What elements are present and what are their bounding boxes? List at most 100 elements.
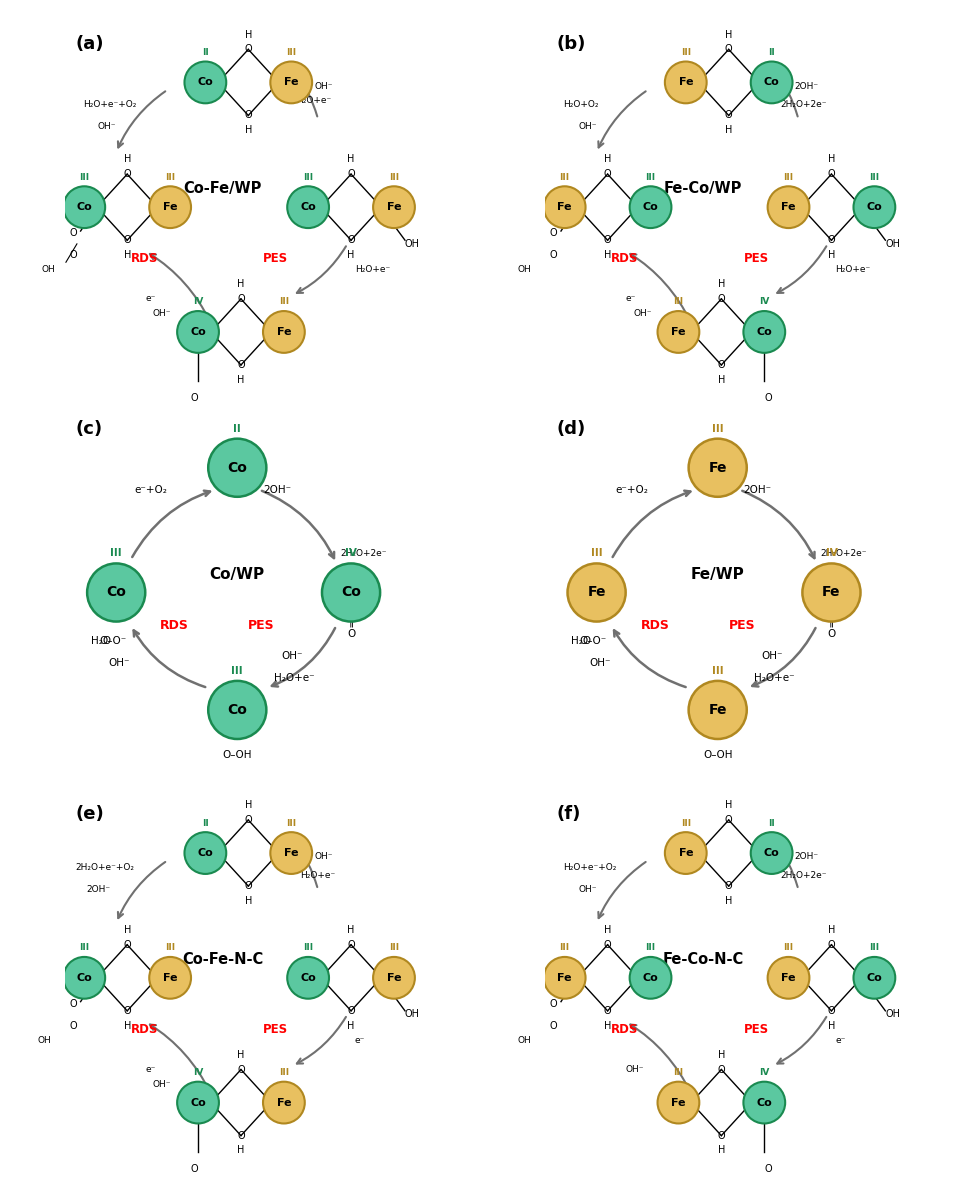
Text: H: H: [725, 30, 733, 39]
Text: III: III: [110, 549, 122, 558]
Text: III: III: [712, 424, 724, 434]
Text: H: H: [348, 250, 355, 260]
Text: 2OH⁻: 2OH⁻: [743, 486, 772, 495]
Text: OH⁻: OH⁻: [762, 651, 784, 660]
Ellipse shape: [802, 563, 861, 622]
Text: e⁻: e⁻: [355, 1036, 365, 1045]
Text: H: H: [348, 925, 355, 935]
Text: O: O: [347, 235, 355, 245]
Text: e⁻: e⁻: [146, 294, 156, 303]
Text: OH⁻: OH⁻: [98, 122, 116, 132]
Text: III: III: [303, 173, 314, 181]
Text: H₂O: H₂O: [571, 636, 591, 646]
Text: OH: OH: [37, 1036, 51, 1045]
Text: Fe: Fe: [284, 848, 299, 858]
Text: Co: Co: [76, 203, 92, 212]
Text: OH: OH: [405, 1010, 420, 1019]
Ellipse shape: [263, 1082, 305, 1123]
Text: RDS: RDS: [641, 620, 669, 632]
Text: III: III: [712, 666, 724, 675]
Text: Fe: Fe: [678, 848, 693, 858]
Text: III: III: [591, 549, 603, 558]
Text: 2OH⁻: 2OH⁻: [794, 82, 819, 90]
Ellipse shape: [768, 957, 809, 999]
Ellipse shape: [658, 1082, 700, 1123]
Text: O–O⁻: O–O⁻: [99, 636, 126, 646]
Text: IV: IV: [759, 1068, 770, 1077]
Text: O: O: [828, 169, 835, 179]
Text: O: O: [550, 250, 557, 260]
Ellipse shape: [263, 312, 305, 353]
Text: IV: IV: [826, 549, 837, 558]
Text: II: II: [768, 47, 775, 57]
Text: O–OH: O–OH: [702, 750, 733, 760]
Text: e⁻: e⁻: [835, 1036, 845, 1045]
Text: H: H: [244, 896, 252, 907]
Ellipse shape: [271, 62, 312, 103]
Text: 2H₂O+2e⁻: 2H₂O+2e⁻: [780, 871, 827, 879]
Text: 2H₂O+2e⁻: 2H₂O+2e⁻: [780, 100, 827, 109]
Text: Fe: Fe: [558, 973, 572, 982]
Ellipse shape: [87, 563, 146, 622]
Ellipse shape: [768, 186, 809, 228]
Text: OH: OH: [41, 265, 55, 274]
Text: (c): (c): [76, 419, 103, 438]
Text: e⁻+O₂: e⁻+O₂: [615, 486, 648, 495]
Text: O: O: [123, 940, 131, 950]
Ellipse shape: [185, 62, 227, 103]
Text: H₂O+e⁻: H₂O+e⁻: [754, 673, 795, 683]
Ellipse shape: [544, 957, 585, 999]
Ellipse shape: [271, 832, 312, 873]
Text: II: II: [202, 47, 209, 57]
Text: III: III: [389, 173, 399, 181]
Text: H₂O+e⁻: H₂O+e⁻: [835, 265, 871, 274]
Ellipse shape: [665, 832, 706, 873]
Ellipse shape: [743, 1082, 786, 1123]
Text: Co: Co: [197, 77, 213, 88]
Text: III: III: [232, 666, 243, 675]
Text: H: H: [718, 374, 725, 385]
Text: Co: Co: [197, 848, 213, 858]
Text: O: O: [604, 1006, 612, 1016]
Text: Fe: Fe: [708, 703, 727, 717]
Ellipse shape: [658, 312, 700, 353]
Text: O: O: [347, 1006, 355, 1016]
Text: H₂O+e⁻+O₂: H₂O+e⁻+O₂: [564, 863, 616, 872]
Ellipse shape: [629, 957, 671, 999]
Text: H: H: [828, 925, 835, 935]
Text: III: III: [278, 1068, 289, 1077]
Text: e⁻: e⁻: [146, 1065, 156, 1074]
Text: PES: PES: [743, 1023, 769, 1036]
Text: Co: Co: [341, 585, 361, 600]
Text: H₂O+e⁻: H₂O+e⁻: [355, 265, 390, 274]
Text: Co: Co: [228, 461, 247, 475]
Text: H: H: [725, 896, 733, 907]
Text: OH: OH: [518, 1036, 531, 1045]
Text: O: O: [191, 1164, 198, 1173]
Text: O: O: [604, 169, 612, 179]
Text: 2H₂O+2e⁻: 2H₂O+2e⁻: [821, 549, 867, 558]
Text: Co: Co: [867, 973, 882, 982]
Text: Fe: Fe: [708, 461, 727, 475]
Text: H: H: [348, 154, 355, 165]
Text: (e): (e): [76, 806, 105, 824]
Text: OH⁻: OH⁻: [626, 1065, 645, 1074]
Text: H: H: [604, 1020, 612, 1031]
Text: e⁻: e⁻: [626, 294, 636, 303]
Text: Co: Co: [764, 848, 780, 858]
Text: PES: PES: [263, 252, 288, 265]
Text: e⁻+O₂: e⁻+O₂: [135, 486, 167, 495]
Text: O: O: [550, 999, 557, 1008]
Text: Co/WP: Co/WP: [210, 566, 265, 582]
Text: Co: Co: [106, 585, 126, 600]
Text: Fe: Fe: [558, 203, 572, 212]
Text: H: H: [237, 278, 244, 289]
Text: Co: Co: [756, 1097, 772, 1108]
Text: OH: OH: [405, 238, 420, 249]
Text: III: III: [286, 819, 296, 827]
Text: RDS: RDS: [131, 252, 158, 265]
Text: Fe: Fe: [387, 973, 402, 982]
Text: III: III: [870, 173, 879, 181]
Text: O: O: [550, 1020, 557, 1031]
Text: O: O: [717, 1130, 725, 1141]
